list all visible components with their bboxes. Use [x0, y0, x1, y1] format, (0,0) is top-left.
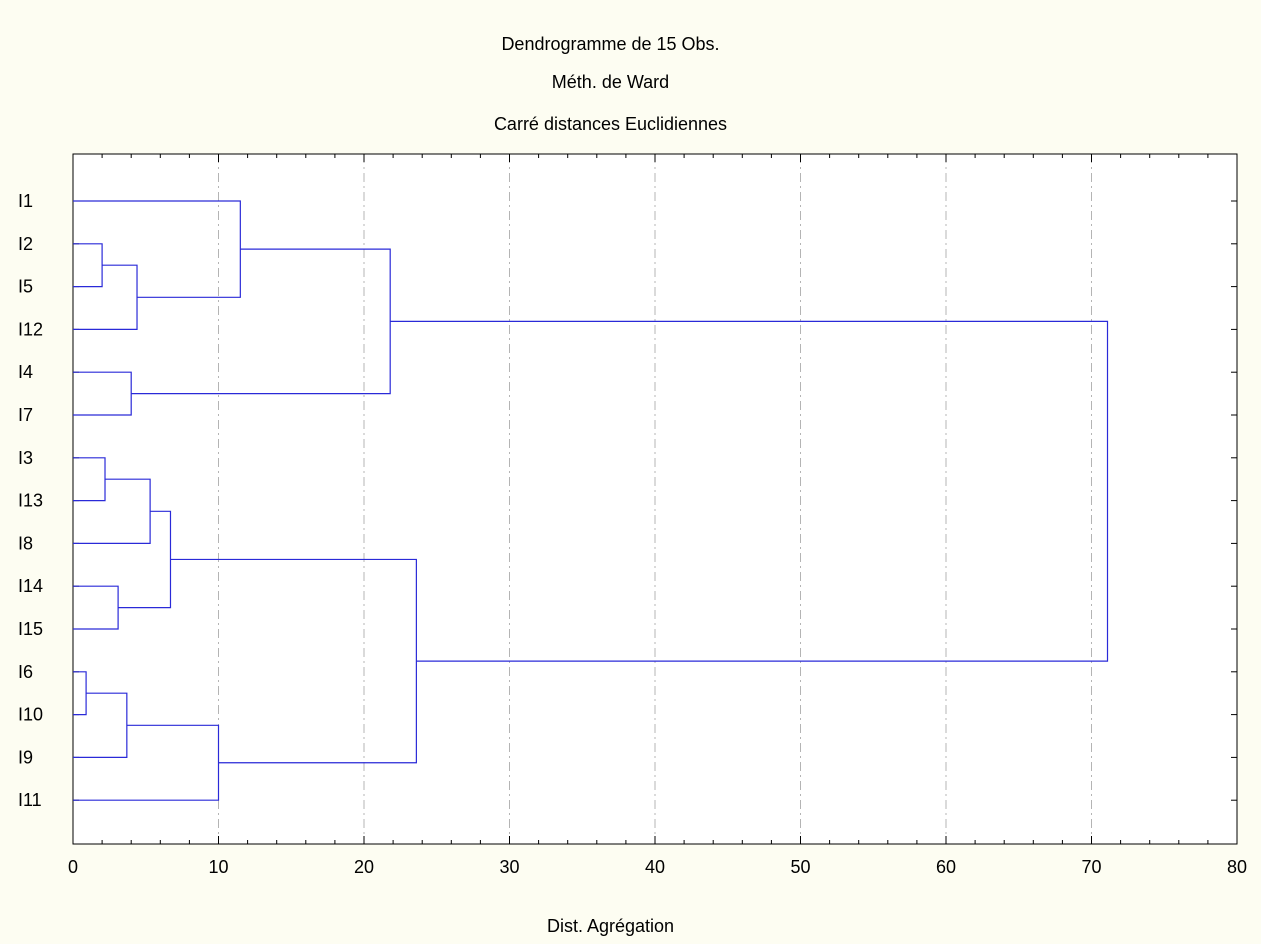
- leaf-label: I12: [18, 319, 43, 339]
- leaf-labels: I1 I2 I5 I12 I4 I7 I3 I13 I8 I14 I15 I6 I10 I9 I11: [18, 191, 43, 810]
- leaf-label: I15: [18, 619, 43, 639]
- x-tick-label: 80: [1227, 857, 1247, 877]
- x-tick-label: 70: [1081, 857, 1101, 877]
- chart-title: Dendrogramme de 15 Obs.: [501, 34, 720, 54]
- x-tick-labels: 0 10 20 30 40 50 60 70 80: [68, 857, 1247, 877]
- x-tick-label: 50: [790, 857, 810, 877]
- x-axis-label: Dist. Agrégation: [546, 916, 675, 936]
- leaf-label: I3: [18, 448, 33, 468]
- leaf-label: I7: [18, 405, 33, 425]
- leaf-label: I9: [18, 747, 33, 767]
- leaf-label: I8: [18, 533, 33, 553]
- leaf-label: I14: [18, 576, 43, 596]
- leaf-label: I10: [18, 705, 43, 725]
- x-tick-label: 0: [68, 857, 78, 877]
- chart-subtitle: Méth. de Ward: [551, 72, 670, 92]
- leaf-label: I13: [18, 491, 43, 511]
- dendrogram-links: [73, 200, 1109, 801]
- x-tick-label: 60: [936, 857, 956, 877]
- dendrogram-link: [390, 320, 1109, 662]
- leaf-label: I4: [18, 362, 33, 382]
- chart-subtitle-2: Carré distances Euclidiennes: [493, 114, 728, 134]
- leaf-label: I1: [18, 191, 33, 211]
- x-tick-label: 30: [499, 857, 519, 877]
- x-tick-label: 20: [354, 857, 374, 877]
- leaf-label: I11: [18, 790, 42, 810]
- x-tick-label: 40: [645, 857, 665, 877]
- leaf-label: I6: [18, 662, 33, 682]
- x-tick-label: 10: [208, 857, 228, 877]
- leaf-label: I2: [18, 234, 33, 254]
- leaf-label: I5: [18, 277, 33, 297]
